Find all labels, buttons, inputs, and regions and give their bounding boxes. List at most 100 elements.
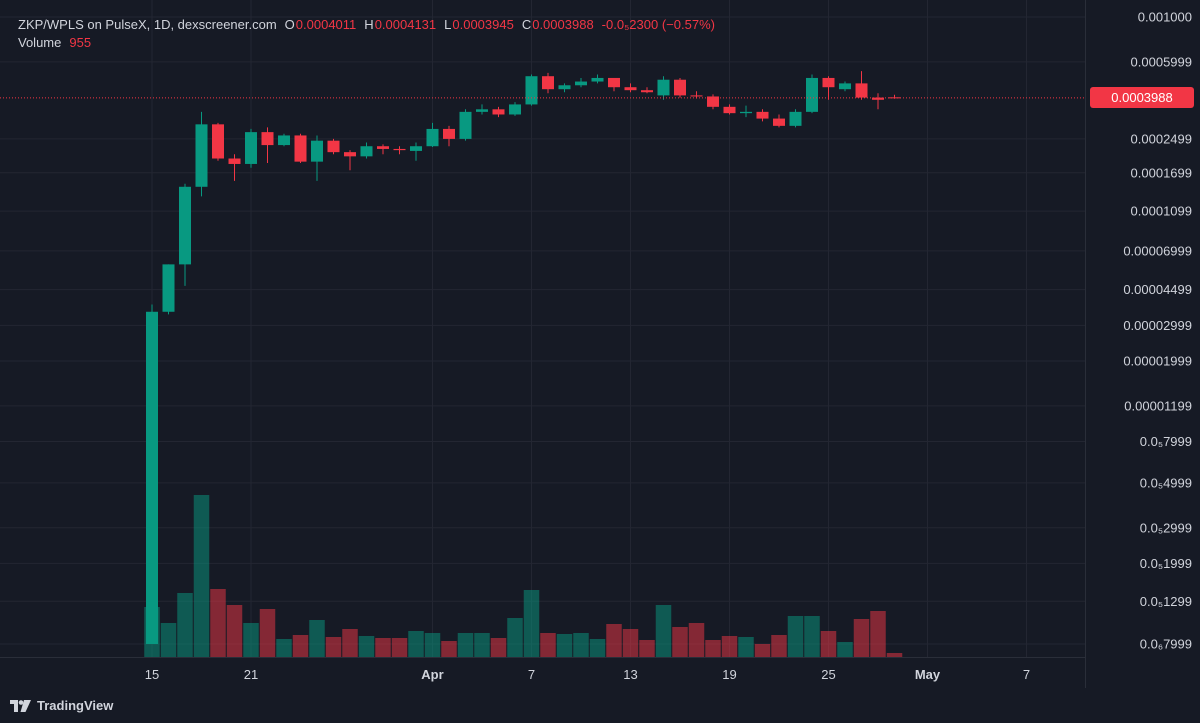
- candle-body: [344, 152, 356, 157]
- x-tick-label: 19: [722, 667, 736, 682]
- volume-bar: [507, 618, 523, 657]
- candle-body: [657, 79, 670, 96]
- volume-bar: [639, 640, 655, 657]
- candle-body: [822, 77, 835, 88]
- y-tick-label: 0.0₅1999: [1140, 556, 1192, 571]
- volume-bar: [738, 637, 754, 657]
- volume-bar: [160, 623, 177, 657]
- volume-bar: [276, 639, 292, 657]
- volume-bar: [540, 633, 556, 657]
- last-price-tag: 0.0003988: [1090, 87, 1194, 109]
- candle-body: [195, 124, 208, 187]
- volume-bar: [787, 616, 804, 657]
- open-key: O: [284, 17, 295, 32]
- volume-bar: [754, 644, 771, 657]
- candle-body: [806, 77, 818, 112]
- y-tick-label: 0.00002999: [1123, 318, 1192, 333]
- volume-bar: [589, 639, 606, 657]
- low-value: 0.0003945: [452, 17, 514, 32]
- candle-body: [492, 109, 505, 115]
- y-tick-label: 0.0001099: [1131, 204, 1192, 219]
- volume-bar: [292, 635, 309, 657]
- candle-body: [674, 79, 686, 96]
- volume-bar: [688, 623, 705, 657]
- candle-body: [839, 83, 851, 90]
- volume-label[interactable]: Volume: [18, 35, 62, 50]
- candle-body: [855, 83, 868, 98]
- volume-bar: [573, 633, 589, 657]
- volume-bar: [655, 605, 672, 657]
- x-tick-label: 13: [623, 667, 637, 682]
- high-key: H: [364, 17, 374, 32]
- y-tick-label: 0.0₅2999: [1140, 520, 1192, 535]
- volume-bar: [886, 653, 903, 657]
- high-value: 0.0004131: [374, 17, 437, 32]
- volume-bar: [837, 642, 853, 657]
- x-tick-label: May: [915, 667, 941, 682]
- candle-body: [509, 104, 521, 115]
- volume-bar: [375, 638, 391, 657]
- candle-body: [179, 186, 191, 265]
- volume-bar: [606, 624, 622, 657]
- candle-body: [278, 135, 290, 146]
- x-tick-label: 15: [145, 667, 159, 682]
- y-tick-label: 0.00001199: [1124, 398, 1192, 413]
- low-key: L: [444, 17, 452, 32]
- candle-body: [294, 135, 307, 162]
- volume-bar: [259, 609, 276, 657]
- change-value: -0.0₅2300 (−0.57%): [601, 17, 715, 32]
- volume-bar: [820, 631, 837, 657]
- candle-body: [690, 95, 703, 97]
- open-value: 0.0004011: [295, 17, 357, 32]
- candle-body: [789, 111, 802, 126]
- volume-value: 955: [69, 35, 92, 50]
- x-tick-label: Apr: [421, 667, 443, 682]
- volume-bar: [193, 495, 210, 657]
- candle-body: [756, 111, 769, 119]
- y-tick-label: 0.0₅7999: [1140, 434, 1192, 449]
- candle-body: [245, 132, 257, 164]
- candle-body: [327, 140, 340, 153]
- candle-body: [228, 158, 241, 164]
- candle-body: [558, 85, 571, 90]
- footer: TradingView: [0, 688, 1200, 723]
- legend-ohlc-row: ZKP/WPLS on PulseX, 1D, dexscreener.com …: [18, 16, 715, 34]
- candle-body: [723, 106, 736, 114]
- volume-bar: [177, 593, 193, 657]
- tradingview-logo[interactable]: TradingView: [10, 698, 113, 713]
- candle-body: [740, 111, 752, 114]
- candle-body: [393, 148, 406, 151]
- candle-body: [525, 76, 538, 105]
- volume-bar: [424, 633, 441, 657]
- x-tick-label: 7: [1023, 667, 1030, 682]
- volume-bar: [226, 605, 243, 657]
- symbol-title[interactable]: ZKP/WPLS on PulseX, 1D, dexscreener.com: [18, 17, 277, 32]
- volume-bar: [556, 634, 573, 657]
- volume-bar: [853, 619, 870, 657]
- candle-body: [773, 118, 785, 126]
- candle-body: [426, 128, 439, 147]
- candle-body: [212, 124, 224, 159]
- candle-body: [377, 146, 389, 149]
- volume-bar: [672, 627, 688, 657]
- candle-body: [162, 264, 175, 312]
- candle-body: [624, 87, 637, 91]
- candle-body: [707, 96, 719, 107]
- candle-body: [608, 77, 620, 88]
- volume-bar: [721, 636, 738, 657]
- candle-body: [443, 128, 455, 139]
- volume-bar: [325, 637, 342, 657]
- volume-bar: [523, 590, 540, 657]
- volume-bar: [804, 616, 820, 657]
- y-tick-label: 0.0002499: [1131, 131, 1192, 146]
- candle-body: [360, 146, 373, 157]
- volume-bar: [309, 620, 325, 657]
- volume-bar: [243, 623, 259, 657]
- candle-body: [311, 140, 323, 162]
- volume-bar: [771, 635, 787, 657]
- y-tick-label: 0.001000: [1138, 10, 1192, 25]
- candle-body: [146, 311, 158, 644]
- tradingview-icon: [10, 699, 31, 712]
